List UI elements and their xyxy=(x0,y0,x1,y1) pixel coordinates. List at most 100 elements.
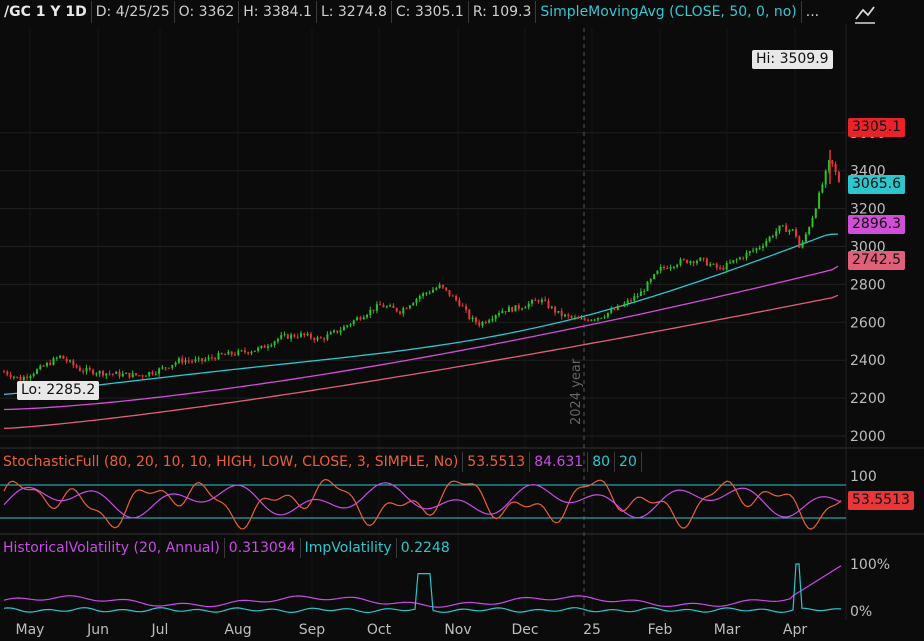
candle-body xyxy=(349,324,352,326)
candle-body xyxy=(451,295,454,297)
candle-body xyxy=(286,334,289,339)
candle-body xyxy=(471,317,474,319)
candle-body xyxy=(692,261,695,264)
more-studies-button[interactable]: ... xyxy=(805,4,820,20)
candle-body xyxy=(630,300,632,302)
month-tick-label: Jun xyxy=(86,622,109,638)
stoch-title[interactable]: StochasticFull (80, 20, 10, 10, HIGH, LO… xyxy=(0,452,464,472)
candle-body xyxy=(138,375,141,377)
range-readout: R: 109.3 xyxy=(469,1,537,23)
volatility-header: HistoricalVolatility (20, Annual) 0.3130… xyxy=(0,537,454,559)
month-tick-label: May xyxy=(16,622,45,638)
candle-body xyxy=(303,333,306,336)
price-axis-tick: 2400 xyxy=(850,353,886,369)
candle-body xyxy=(422,293,425,297)
candle-body xyxy=(204,359,207,361)
stoch-d-value: 84.631 xyxy=(530,452,589,472)
candle-body xyxy=(507,307,510,312)
stoch-k-line xyxy=(3,478,842,530)
candle-body xyxy=(158,368,161,374)
candle-body xyxy=(62,355,65,359)
candle-body xyxy=(504,311,507,313)
candle-body xyxy=(511,307,514,312)
candle-body xyxy=(791,229,794,231)
candle-body xyxy=(128,372,131,378)
candle-body xyxy=(164,367,167,369)
price-axis-tick: 2600 xyxy=(850,315,886,331)
candle-body xyxy=(115,371,118,374)
candle-body xyxy=(306,333,309,336)
price-grid xyxy=(0,28,846,616)
candle-body xyxy=(273,341,276,346)
high-callout: Hi: 3509.9 xyxy=(752,50,833,69)
candle-body xyxy=(177,358,180,363)
candle-body xyxy=(105,373,108,376)
candle-body xyxy=(389,305,392,307)
sma-study-label[interactable]: SimpleMovingAvg (CLOSE, 50, 0, no) xyxy=(536,1,802,23)
candle-body xyxy=(9,374,12,378)
candle-body xyxy=(636,296,639,298)
candle-body xyxy=(567,314,570,316)
close-readout: C: 3305.1 xyxy=(392,1,469,23)
candle-body xyxy=(481,322,484,326)
candle-body xyxy=(300,333,302,337)
candle-body xyxy=(227,351,230,355)
open-readout: O: 3362 xyxy=(175,1,240,23)
candle-body xyxy=(362,317,365,320)
candle-body xyxy=(375,304,378,311)
candle-body xyxy=(573,317,576,319)
candle-body xyxy=(808,227,811,235)
stoch-value-label: 53.5513 xyxy=(848,491,914,510)
candle-body xyxy=(524,307,527,309)
candle-body xyxy=(821,184,824,193)
candle-body xyxy=(775,231,778,237)
candle-body xyxy=(323,338,326,340)
candle-body xyxy=(72,360,75,366)
candle-body xyxy=(187,360,190,362)
candle-body xyxy=(316,337,319,341)
candle-body xyxy=(494,315,497,319)
month-tick-label: Sep xyxy=(299,622,326,638)
stoch-d-line xyxy=(3,482,842,519)
candle-body xyxy=(402,308,405,314)
candle-body xyxy=(699,257,702,261)
iv-value: 0.2248 xyxy=(400,540,450,556)
sma100-line xyxy=(3,265,839,411)
candle-body xyxy=(587,319,590,321)
vol-axis-100: 100% xyxy=(850,557,890,573)
candle-body xyxy=(771,236,774,238)
candle-body xyxy=(646,281,649,291)
candle-body xyxy=(224,354,227,356)
chart-header: /GC 1 Y 1D D: 4/25/25 O: 3362 H: 3384.1 … xyxy=(0,0,823,24)
candle-body xyxy=(399,311,401,314)
candle-body xyxy=(230,351,233,355)
candle-body xyxy=(547,300,550,308)
drawing-tool-icon[interactable] xyxy=(852,3,878,25)
candle-body xyxy=(148,372,151,376)
candle-body xyxy=(250,351,253,354)
candle-body xyxy=(217,353,220,360)
iv-line xyxy=(3,563,842,614)
candle-body xyxy=(606,312,609,317)
iv-title[interactable]: ImpVolatility xyxy=(301,538,397,558)
candle-body xyxy=(270,345,273,347)
sma50-price-label: 3065.6 xyxy=(848,175,905,194)
candle-body xyxy=(237,350,240,355)
date-readout: D: 4/25/25 xyxy=(92,1,175,23)
candle-body xyxy=(220,353,223,355)
hv-title[interactable]: HistoricalVolatility (20, Annual) xyxy=(0,538,225,558)
candle-body xyxy=(78,367,81,372)
candle-body xyxy=(342,326,345,331)
low-callout: Lo: 2285.2 xyxy=(17,381,100,400)
candle-body xyxy=(531,300,533,304)
symbol-label[interactable]: /GC 1 Y 1D xyxy=(0,1,92,23)
candle-body xyxy=(243,350,246,353)
candle-body xyxy=(395,308,398,312)
candle-body xyxy=(732,260,735,263)
candle-body xyxy=(52,358,55,365)
candle-body xyxy=(313,338,316,341)
candle-body xyxy=(82,371,85,373)
candle-body xyxy=(293,334,296,337)
candle-body xyxy=(95,373,98,375)
